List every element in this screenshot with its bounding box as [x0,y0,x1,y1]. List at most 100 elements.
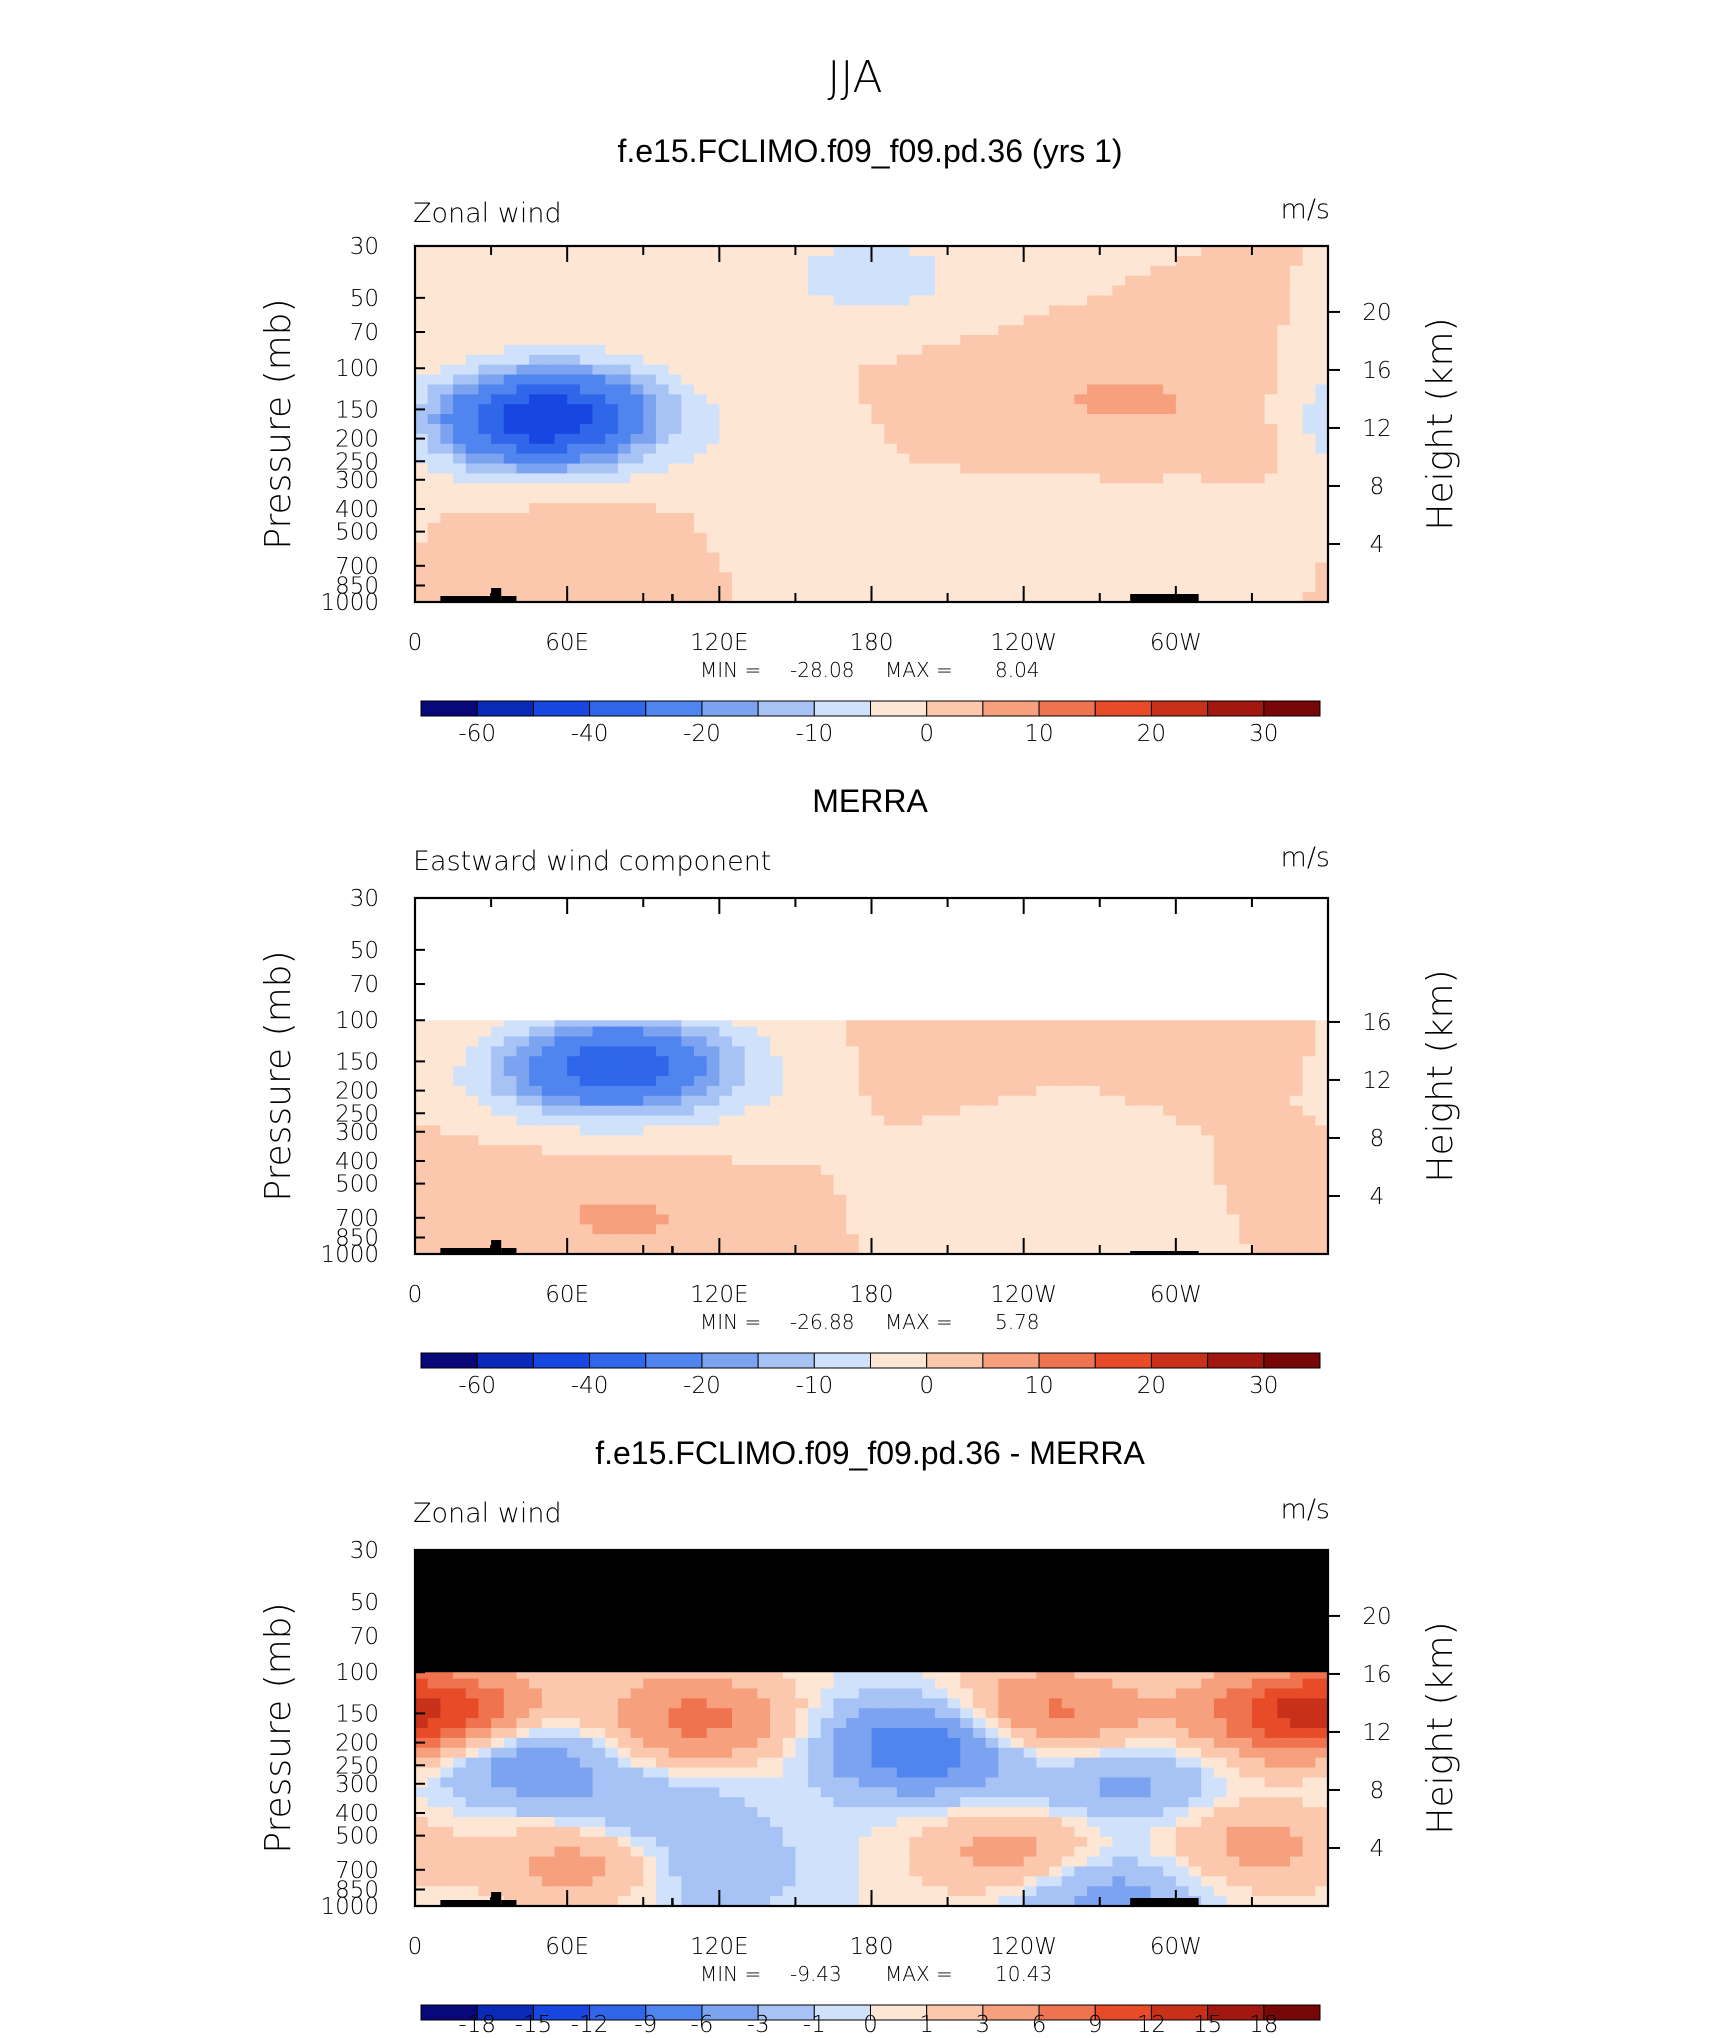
contour-cell [427,255,441,267]
contour-cell [1251,522,1266,534]
contour-cell [440,404,454,415]
contour-cell [934,572,949,583]
contour-cell [1277,1125,1291,1136]
contour-cell [1239,364,1253,376]
contour-cell [1226,315,1240,326]
contour-cell [719,1095,733,1107]
contour-cell [1213,1026,1228,1038]
contour-cell [1302,325,1316,336]
contour-cell [1049,562,1063,573]
contour-cell [1201,404,1215,415]
contour-cell [491,255,505,267]
contour-cell [415,295,429,306]
contour-cell [909,246,923,257]
contour-cell [884,1115,898,1127]
contour-cell [972,1204,987,1216]
contour-cell [1188,562,1202,573]
contour-cell [554,1066,568,1077]
contour-cell [427,344,441,356]
contour-cell [706,246,720,257]
contour-cell [1239,1155,1253,1166]
contour-cell [440,1135,454,1146]
contour-cell [1049,1066,1063,1077]
contour-cell [833,473,847,484]
contour-cell [858,1174,873,1186]
contour-cell [998,1016,1012,1028]
contour-cell [1010,1036,1025,1047]
contour-cell [770,1155,784,1166]
contour-cell [1099,503,1114,514]
contour-cell [820,1016,835,1028]
contour-cell [808,1174,822,1186]
contour-cell [681,1125,695,1136]
contour-cell [1150,582,1164,593]
contour-cell [757,265,771,277]
contour-cell [808,354,822,366]
contour-cell [808,453,822,465]
height-tick-label: 16 [1362,358,1391,384]
contour-cell [1150,562,1164,573]
contour-cell [770,1095,784,1107]
contour-cell [732,305,746,316]
contour-cell [1074,374,1088,386]
contour-cell [732,255,746,267]
contour-cell [1112,582,1126,593]
contour-cell [1125,315,1139,326]
contour-cell [972,364,987,376]
contour-cell [605,394,619,405]
contour-cell [440,265,454,277]
contour-cell [833,394,847,405]
contour-cell [947,1026,961,1038]
contour-cell [922,1026,936,1038]
contour-cell [884,1076,898,1087]
contour-cell [592,246,606,257]
contour-cell [427,414,441,425]
contour-cell [770,374,784,386]
contour-cell [744,285,758,297]
contour-cell [427,443,441,455]
contour-cell [668,315,682,326]
contour-cell [1239,1095,1253,1107]
contour-cell [998,265,1012,277]
contour-cell [833,1135,847,1146]
contour-cell [1213,354,1228,366]
contour-cell [1277,552,1291,564]
contour-cell [1112,1066,1126,1077]
contour-cell [706,394,720,405]
contour-cell [706,285,720,297]
contour-cell [1049,354,1063,366]
contour-cell [985,1155,999,1166]
contour-cell [947,1165,961,1176]
contour-cell [846,443,860,455]
contour-cell [846,1174,860,1186]
contour-cell [1315,246,1329,257]
contour-cell [592,394,606,405]
contour-cell [909,1095,923,1107]
contour-cell [858,503,873,514]
contour-cell [668,592,682,603]
contour-cell [744,513,758,524]
contour-cell [960,344,974,356]
contour-cell [909,1085,923,1097]
contour-cell [795,1026,809,1038]
contour-cell [719,246,733,257]
contour-cell [833,532,847,544]
contour-cell [1175,463,1190,475]
contour-cell [1112,1125,1126,1136]
contour-cell [960,513,974,524]
contour-cell [541,1066,556,1077]
contour-cell [1264,265,1278,277]
contour-cell [617,1204,632,1216]
contour-cell [1226,1085,1240,1097]
contour-cell [630,1016,644,1028]
contour-cell [516,1155,530,1166]
contour-cell [998,522,1012,534]
contour-cell [1163,344,1177,356]
contour-cell [833,1174,847,1186]
contour-cell [503,344,518,356]
contour-cell [833,1095,847,1107]
contour-cell [592,1036,606,1047]
contour-cell [808,1204,822,1216]
contour-cell [465,255,479,267]
contour-cell [1112,364,1126,376]
